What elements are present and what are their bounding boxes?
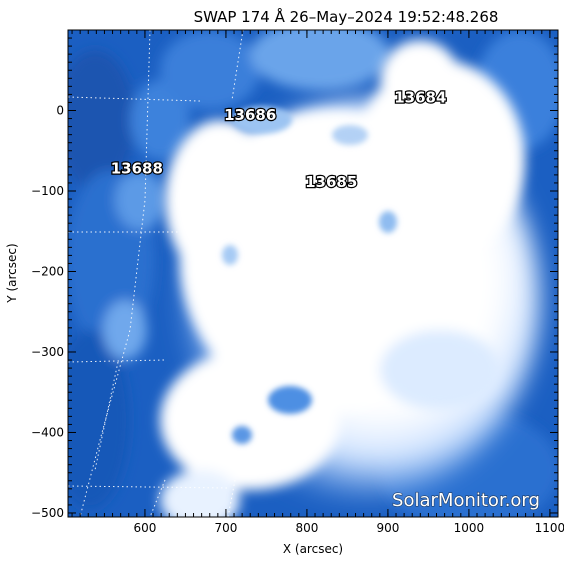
region-label-13685: 13685 [305, 173, 357, 191]
coordinate-grid [68, 30, 244, 517]
x-tick-label: 700 [214, 521, 237, 535]
y-tick-label: −200 [31, 264, 64, 278]
y-tick-label: −500 [31, 506, 64, 520]
image-title: SWAP 174 Å 26–May–2024 19:52:48.268 [194, 7, 499, 26]
x-tick-label: 600 [133, 521, 156, 535]
active-region-labels: 13684 13686 13688 13685 [110, 87, 448, 192]
y-tick-label: −400 [31, 425, 64, 439]
x-axis-ticks: 600 700 800 900 1000 1100 [71, 30, 564, 535]
swap-image [68, 30, 558, 517]
x-tick-label: 1000 [454, 521, 485, 535]
x-tick-label: 1100 [535, 521, 564, 535]
x-tick-label: 800 [295, 521, 318, 535]
x-axis-label: X (arcsec) [283, 542, 343, 556]
solarmonitor-watermark: SolarMonitor.org [392, 490, 540, 511]
x-tick-label: 900 [376, 521, 399, 535]
region-label-13688: 13688 [111, 159, 163, 177]
plot-frame [67, 29, 559, 518]
y-axis-ticks: 0 −100 −200 −300 −400 −500 [31, 29, 558, 520]
y-tick-label: −300 [31, 345, 64, 359]
y-tick-label: 0 [56, 103, 64, 117]
y-axis-label: Y (arcsec) [5, 243, 19, 303]
region-label-13684: 13684 [394, 88, 446, 106]
region-label-13686: 13686 [224, 106, 276, 124]
y-tick-label: −100 [31, 184, 64, 198]
